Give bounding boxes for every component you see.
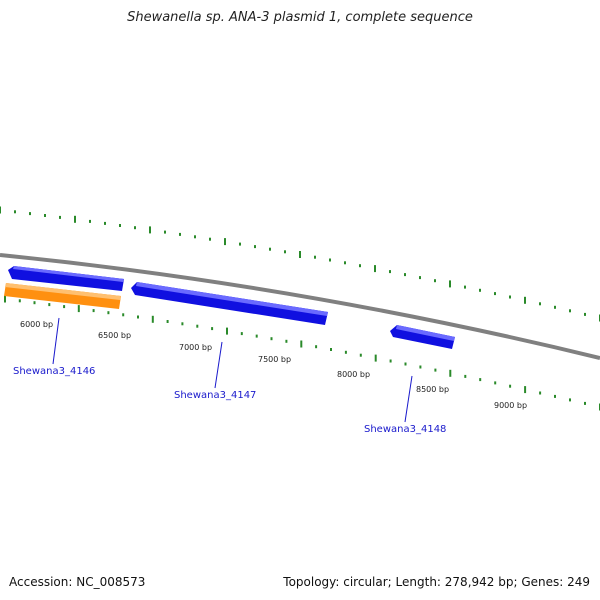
- tick-label: 8500 bp: [416, 385, 449, 394]
- gene-label-leader-line: [214, 341, 223, 389]
- sequence-backbone: [0, 253, 600, 360]
- gene-feature-shewana3-4146-upper[interactable]: [8, 266, 124, 291]
- gene-label-leader-line: [52, 317, 60, 365]
- inner-tick-marks: [4, 295, 600, 411]
- gene-labels: Shewana3_4146 Shewana3_4147 Shewana3_4148: [13, 317, 446, 435]
- gene-feature-shewana3-4147[interactable]: [131, 282, 328, 325]
- tick-label: 6000 bp: [20, 320, 53, 329]
- tick-labels: 6000 bp 6500 bp 7000 bp 7500 bp 8000 bp 8500 …: [20, 320, 527, 410]
- gene-features: [4, 266, 455, 349]
- accession-label: Accession: NC_008573: [9, 575, 146, 589]
- gene-feature-shewana3-4148[interactable]: [390, 325, 455, 349]
- sequence-summary: Topology: circular; Length: 278,942 bp; …: [283, 575, 590, 589]
- gene-label[interactable]: Shewana3_4148: [364, 424, 446, 435]
- tick-label: 7500 bp: [258, 355, 291, 364]
- tick-label: 7000 bp: [179, 343, 212, 352]
- tick-label: 8000 bp: [337, 370, 370, 379]
- gene-label-leader-line: [404, 375, 413, 423]
- gene-label[interactable]: Shewana3_4147: [174, 390, 256, 401]
- outer-tick-marks: [0, 206, 600, 322]
- tick-label: 6500 bp: [98, 331, 131, 340]
- tick-label: 9000 bp: [494, 401, 527, 410]
- gene-label[interactable]: Shewana3_4146: [13, 366, 95, 377]
- gene-feature-shewana3-4146[interactable]: [4, 283, 121, 309]
- map-title: Shewanella sp. ANA-3 plasmid 1, complete…: [127, 10, 473, 25]
